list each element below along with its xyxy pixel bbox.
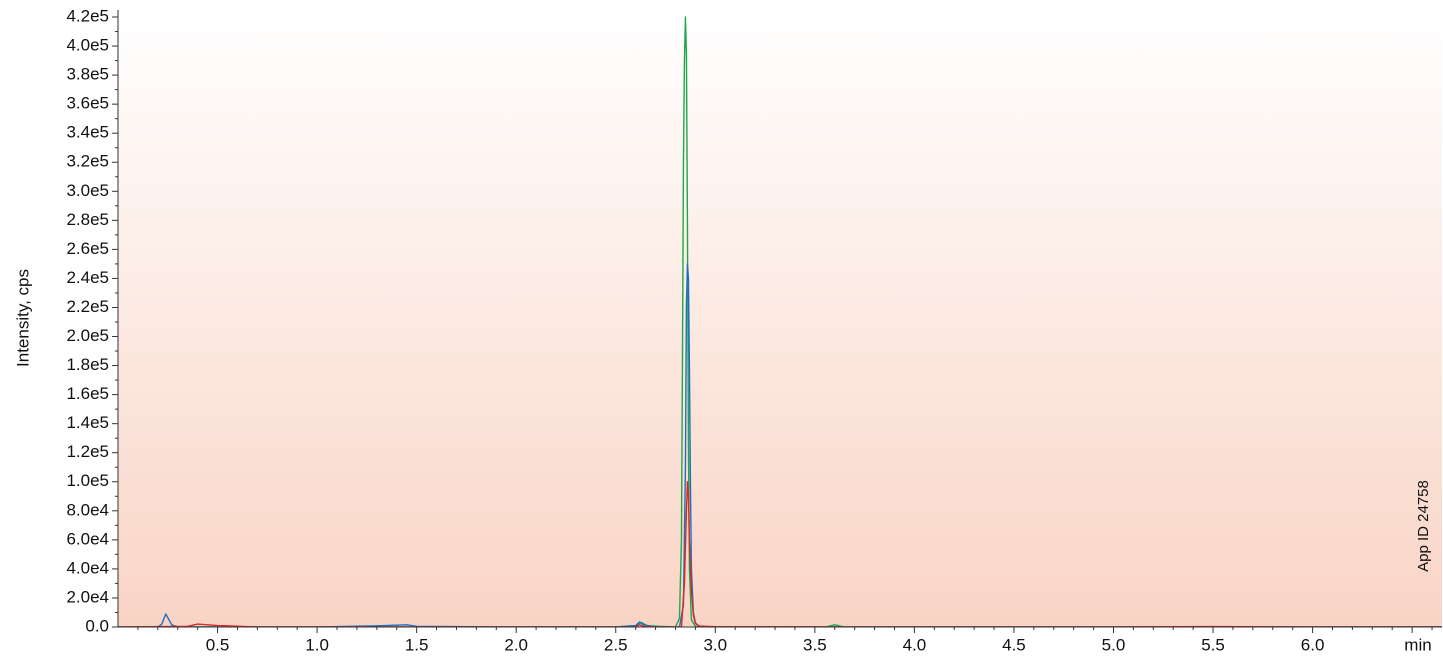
y-tick-label: 1.4e5 <box>66 413 109 432</box>
y-tick-label: 2.0e5 <box>66 326 109 345</box>
y-tick-label: 1.0e5 <box>66 471 109 490</box>
y-tick-label: 0.0 <box>85 616 109 635</box>
y-axis-title: Intensity, cps <box>13 269 32 367</box>
y-tick-label: 2.2e5 <box>66 297 109 316</box>
x-tick-label: 1.0 <box>305 635 329 654</box>
y-tick-label: 3.0e5 <box>66 181 109 200</box>
y-tick-label: 6.0e4 <box>66 529 109 548</box>
y-tick-label: 3.8e5 <box>66 65 109 84</box>
x-tick-label: 4.0 <box>903 635 927 654</box>
y-tick-label: 2.6e5 <box>66 239 109 258</box>
y-tick-label: 2.4e5 <box>66 268 109 287</box>
plot-background <box>118 10 1442 627</box>
y-tick-label: 1.8e5 <box>66 355 109 374</box>
y-tick-label: 3.4e5 <box>66 123 109 142</box>
y-tick-label: 2.0e4 <box>66 587 109 606</box>
y-tick-label: 4.0e5 <box>66 36 109 55</box>
x-tick-label: 5.0 <box>1102 635 1126 654</box>
x-tick-label: 2.5 <box>604 635 628 654</box>
x-tick-label: 6.0 <box>1301 635 1325 654</box>
x-ticks: 0.5 1.0 1.5 2.0 2.5 3.0 3.5 4.0 4.5 5.0 5.5 6.0 <box>137 627 1433 654</box>
x-tick-label: 0.5 <box>206 635 230 654</box>
series-line-1 <box>118 16 1442 627</box>
y-tick-label: 3.6e5 <box>66 94 109 113</box>
y-tick-label: 4.2e5 <box>66 6 109 25</box>
x-axis-unit-label: min <box>1404 635 1431 654</box>
x-tick-label: 2.0 <box>504 635 528 654</box>
x-tick-label: 3.5 <box>803 635 827 654</box>
y-tick-label: 1.2e5 <box>66 442 109 461</box>
x-tick-label: 5.5 <box>1201 635 1225 654</box>
y-tick-label: 8.0e4 <box>66 500 109 519</box>
x-tick-label: 1.5 <box>405 635 429 654</box>
y-tick-label: 1.6e5 <box>66 384 109 403</box>
y-tick-label: 2.8e5 <box>66 210 109 229</box>
y-ticks: 0.0 2.0e4 4.0e4 6.0e4 8.0e4 1.0e5 1.2e5 1.4e5 1.… <box>66 6 118 635</box>
axes-layer <box>117 10 1442 628</box>
y-tick-label: 4.0e4 <box>66 558 109 577</box>
x-tick-label: 4.5 <box>1002 635 1026 654</box>
y-tick-label: 3.2e5 <box>66 152 109 171</box>
app-id-annotation: App ID 24758 <box>1415 480 1432 572</box>
x-tick-label: 3.0 <box>703 635 727 654</box>
